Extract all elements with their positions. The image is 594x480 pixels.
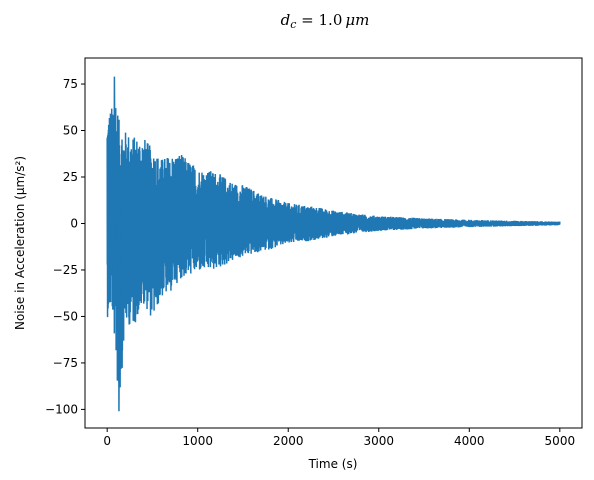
axis-ticks: 0 1000 2000 3000 4000 5000 75 50 25 0 −25 −50 −75 −10…	[45, 77, 575, 448]
x-tick-label: 4000	[454, 434, 485, 448]
noise-series-peaks	[113, 76, 121, 412]
plot-frame-rect	[84, 57, 583, 429]
y-tick-label: 50	[63, 124, 78, 138]
y-tick-label: 0	[70, 216, 78, 230]
y-tick-label: −100	[45, 402, 78, 416]
x-tick-label: 2000	[273, 434, 304, 448]
y-tick-label: 75	[63, 77, 78, 91]
noise-series-line	[106, 108, 561, 388]
x-axis-label: Time (s)	[308, 457, 358, 471]
chart-title-symbol: d	[281, 11, 291, 29]
plot-frame	[84, 57, 583, 429]
chart-title: dc = 1.0 μm	[281, 11, 370, 31]
y-tick-label: 25	[63, 170, 78, 184]
plot-area	[106, 76, 561, 412]
y-tick-label: −25	[53, 263, 78, 277]
y-tick-label: −75	[53, 356, 78, 370]
chart-title-rest: = 1.0	[296, 11, 342, 29]
chart-title-subscript: c	[290, 18, 296, 31]
x-tick-label: 1000	[182, 434, 213, 448]
chart-title-unit: μm	[345, 11, 369, 29]
y-tick-label: −50	[53, 309, 78, 323]
x-tick-label: 5000	[545, 434, 576, 448]
x-tick-label: 0	[103, 434, 111, 448]
x-tick-label: 3000	[363, 434, 394, 448]
y-axis-label: Noise in Acceleration (μm/s²)	[13, 156, 27, 330]
